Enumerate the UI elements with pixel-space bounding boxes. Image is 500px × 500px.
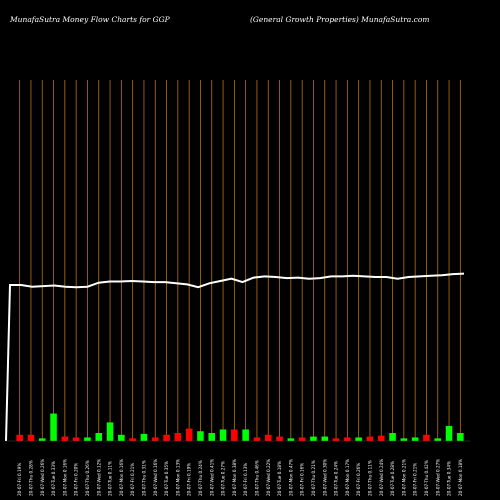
x-tick-label: 20-07-Thu 0.28% [29, 460, 34, 496]
x-tick-label: 20-07-Wed 0.24% [379, 459, 384, 496]
money-flow-bar [400, 438, 408, 441]
money-flow-bar [276, 436, 283, 441]
x-tick-label: 20-07-Fri 0.20% [74, 463, 79, 496]
money-flow-bar [411, 437, 419, 441]
money-flow-bar [377, 435, 385, 441]
x-tick-label: 20-07-Wed 0.27% [435, 459, 440, 496]
money-flow-bar [298, 437, 306, 441]
money-flow-bar [321, 436, 329, 441]
money-flow-bar [253, 437, 261, 441]
x-tick-label: 20-07-Mon 0.18% [458, 459, 463, 496]
x-tick-label: 20-07-Mon 0.13% [175, 459, 180, 496]
money-flow-bar [264, 434, 272, 441]
x-tick-label: 20-07-Fri 0.19% [187, 463, 192, 496]
money-flow-bar [151, 437, 159, 441]
money-flow-bar [197, 431, 204, 441]
money-flow-bars [16, 413, 464, 441]
x-tick-label: 20-07-Wed 0.22% [266, 459, 271, 496]
x-tick-label: 20-07-Thu 0.26% [85, 460, 90, 496]
money-flow-bar [434, 438, 442, 441]
x-tick-label: 20-07-Thu 0.42% [424, 460, 429, 496]
x-tick-label: 20-07-Mon 0.38% [232, 459, 237, 496]
x-tick-label: 20-07-Fri 0.26% [356, 463, 361, 496]
money-flow-bar [84, 437, 91, 441]
money-flow-bar [163, 434, 170, 441]
money-flow-bar [118, 434, 125, 441]
x-tick-label: 20-07-Tue 0.24% [334, 461, 339, 496]
x-tick-label: 20-07-Thu 0.31% [142, 460, 147, 496]
money-flow-bar [61, 436, 69, 441]
x-tick-label: 20-07-Wed 0.12% [96, 459, 101, 496]
money-flow-bar [457, 433, 464, 441]
x-tick-label: 20-07-Tue 0.33% [51, 461, 56, 496]
money-flow-bar [389, 433, 396, 441]
x-tick-label: 20-07-Fri 0.13% [243, 463, 248, 496]
x-tick-label: 20-07-Tue 0.34% [447, 461, 452, 496]
money-flow-bar [242, 429, 249, 441]
x-tick-label: 20-07-Mon 0.16% [119, 459, 124, 496]
money-flow-bar [208, 433, 216, 441]
x-tick-label: 20-07-Tue 0.18% [277, 461, 282, 496]
money-flow-bar [95, 433, 103, 441]
x-tick-label: 20-07-Mon 0.16% [62, 459, 67, 496]
x-tick-label: 20-07-Thu 0.24% [198, 460, 203, 496]
money-flow-bar [50, 413, 57, 441]
x-tick-label: 20-07-Wed 0.16% [153, 459, 158, 496]
money-flow-bar [106, 422, 114, 441]
x-tick-label: 20-07-Thu 0.11% [368, 460, 373, 496]
money-flow-bar [219, 429, 227, 441]
price-line [5, 272, 465, 442]
x-tick-label: 20-07-Tue 0.11% [108, 461, 113, 496]
x-tick-label: 20-07-Fri 0.19% [17, 463, 22, 496]
money-flow-bar [366, 436, 374, 441]
money-flow-bar [38, 438, 46, 441]
x-tick-label: 20-07-Thu 0.46% [255, 460, 260, 496]
x-tick-label: 20-07-Tue 0.27% [221, 461, 226, 496]
money-flow-bar [129, 438, 136, 441]
money-flow-bar [27, 434, 35, 441]
vertical-grid [19, 80, 461, 441]
x-tick-label: 20-07-Tue 0.35% [164, 461, 169, 496]
x-tick-label: 20-07-Wed 0.30% [322, 459, 327, 496]
money-flow-bar [355, 437, 362, 441]
x-tick-label: 20-07-Wed 0.41% [209, 459, 214, 496]
chart-title: MunafaSutra Money Flow Charts for GGP [10, 15, 170, 24]
money-flow-bar [231, 429, 238, 441]
x-tick-label: 20-07-Tue 0.28% [390, 461, 395, 496]
money-flow-bar [16, 434, 23, 441]
money-flow-bar [287, 438, 295, 441]
x-tick-label: 20-07-Thu 0.21% [311, 460, 316, 496]
x-tick-label: 20-07-Wed 0.26% [40, 459, 45, 496]
money-flow-bar [140, 433, 148, 441]
money-flow-bar [310, 436, 317, 441]
x-axis-labels: 20-07-Fri 0.19% 20-07-Thu 0.28% 20-07-Wed … [17, 459, 463, 496]
x-tick-label: 20-07-Fri 0.21% [413, 463, 418, 496]
money-flow-bar [423, 434, 430, 441]
x-tick-label: 20-07-Mon 0.47% [288, 459, 293, 496]
chart-subtitle: (General Growth Properties) MunafaSutra.… [250, 15, 430, 24]
money-flow-bar [174, 433, 182, 441]
money-flow-bar [332, 438, 340, 441]
x-tick-label: 20-07-Fri 0.16% [300, 463, 305, 496]
money-flow-bar [445, 425, 453, 441]
money-flow-bar [72, 437, 80, 441]
x-tick-label: 20-07-Mon 0.17% [345, 459, 350, 496]
x-tick-label: 20-07-Mon 0.21% [401, 459, 406, 496]
money-flow-bar [344, 437, 351, 441]
money-flow-bar [185, 428, 193, 441]
x-tick-label: 20-07-Fri 0.21% [130, 463, 135, 496]
